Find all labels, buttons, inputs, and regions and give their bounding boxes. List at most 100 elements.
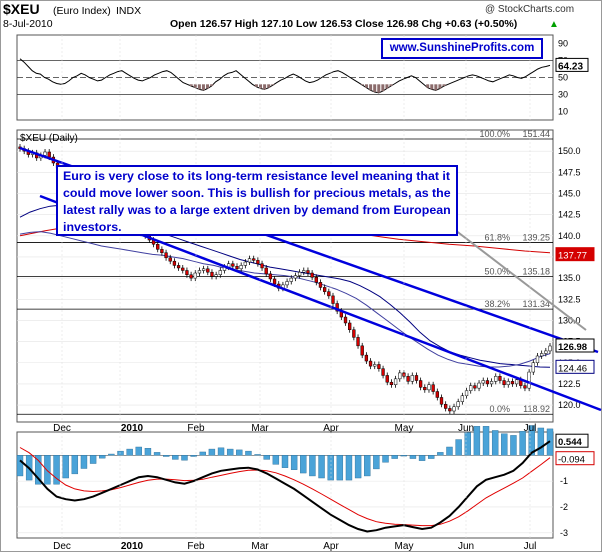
indicator-top-tick-label: 10 xyxy=(558,107,568,117)
candle-body xyxy=(331,295,335,304)
candle-body xyxy=(235,266,239,270)
candle-body xyxy=(540,353,544,357)
indicator-top-fill-bar xyxy=(197,84,201,90)
macd-hist-bar xyxy=(117,450,124,456)
macd-hist-bar xyxy=(16,455,24,477)
fib-percent-label: 50.0% xyxy=(484,267,510,277)
x-axis-labels: Dec Dec 2010 2010 Feb Feb Mar Mar Apr Apr May May Ju… xyxy=(53,423,536,552)
fib-percent-label: 0.0% xyxy=(489,404,510,414)
candle-body xyxy=(210,271,214,277)
macd-hist-bar xyxy=(446,446,453,456)
price-tick-label: 142.5 xyxy=(558,210,581,220)
macd-hist-bar xyxy=(537,427,545,456)
candle-body xyxy=(322,287,327,292)
macd-hist-bar xyxy=(473,426,481,456)
indicator-top-fill-bar xyxy=(438,84,442,89)
macd-hist-bar xyxy=(181,455,188,461)
macd-frame xyxy=(16,431,554,539)
candle-body xyxy=(156,244,160,250)
x-axis-label-upper: 2010 xyxy=(121,423,144,434)
macd-hist-bar xyxy=(409,455,417,459)
indicator-top-fill-bar xyxy=(206,84,210,89)
indicator-top-fill-bar xyxy=(360,84,364,86)
candle-body xyxy=(523,385,527,389)
candle-body xyxy=(256,260,260,264)
macd-value-box xyxy=(555,433,589,448)
indicator-top-fill-bar xyxy=(254,84,258,87)
macd-hist-bar xyxy=(519,431,526,456)
macd-hist-bar xyxy=(35,455,42,485)
candle-body xyxy=(181,267,185,271)
fib-value-label: 135.18 xyxy=(522,267,550,277)
last-close-value-box xyxy=(555,338,595,353)
x-axis-label-lower: Dec xyxy=(53,541,71,552)
chart-date: 8-Jul-2010 xyxy=(3,18,53,30)
fib-value-label: 139.25 xyxy=(522,233,550,243)
macd-gridlines xyxy=(17,454,553,534)
macd-hist-bar xyxy=(491,430,499,456)
website-label[interactable]: www.SunshineProfits.com xyxy=(381,38,543,59)
macd-hist-bar xyxy=(190,455,197,457)
candle-body xyxy=(473,385,477,389)
indicator-top-fill-bar xyxy=(369,84,373,91)
macd-hist-bar xyxy=(501,433,508,456)
candle-body xyxy=(456,401,460,408)
candle-body xyxy=(356,337,360,347)
candle-body xyxy=(289,277,293,282)
candle-body xyxy=(272,278,277,285)
ma-slow-value: 124.46 xyxy=(558,363,587,374)
indicator-top-fill-bar xyxy=(210,84,214,86)
price-tick-label: 150.0 xyxy=(558,146,581,156)
candle-body xyxy=(335,303,339,312)
fib-percent-label: 38.2% xyxy=(484,299,510,309)
price-value-labels: 137.77 126.98 124.46 xyxy=(555,247,595,374)
candle-body xyxy=(43,151,47,156)
price-tick-label: 122.5 xyxy=(558,379,581,389)
candle-body xyxy=(47,151,51,158)
indicator-top-fill-bar xyxy=(434,84,438,91)
macd-hist-bar xyxy=(309,455,316,477)
indicator-top-fill-bar xyxy=(389,84,393,86)
macd-hist-bar xyxy=(62,455,69,479)
indicator-top-fill-bar xyxy=(426,84,430,88)
macd-hist-bar xyxy=(89,455,97,464)
candle-body xyxy=(168,257,172,262)
macd-tick-label: -2 xyxy=(560,502,568,512)
macd-hist-bar xyxy=(263,455,270,460)
macd-hist-bar xyxy=(455,439,462,456)
candle-body xyxy=(310,272,314,278)
macd-line xyxy=(19,440,551,533)
macd-hist-bar xyxy=(163,455,170,457)
macd-panel: 0-1-2-3 0.544-0.094 xyxy=(16,425,595,539)
signal-value-box xyxy=(555,451,595,466)
macd-hist-bar xyxy=(254,454,261,456)
chart-name: (Euro Index) xyxy=(53,5,111,17)
price-tick-label: 135.0 xyxy=(558,273,581,283)
candle-body xyxy=(377,364,381,369)
candle-body xyxy=(252,258,256,261)
candle-body xyxy=(318,282,323,288)
candle-body xyxy=(506,381,510,386)
x-axis-label-lower: Mar xyxy=(251,541,269,552)
x-axis-label-lower: 2010 xyxy=(121,541,144,552)
candle-body xyxy=(164,252,168,259)
chart-exchange: INDX xyxy=(116,5,141,17)
x-axis-label-upper: May xyxy=(395,423,414,434)
indicator-top-fill-bar xyxy=(430,84,434,90)
candle-body xyxy=(160,249,164,253)
macd-hist-bar xyxy=(418,455,426,461)
candle-body xyxy=(502,380,506,386)
candle-body xyxy=(485,380,490,385)
ma-fast-line xyxy=(19,231,551,368)
candle-body xyxy=(231,263,235,267)
macd-hist-bar xyxy=(373,455,380,470)
candle-body xyxy=(469,385,473,391)
macd-hist-bar xyxy=(199,451,206,456)
indicator-top-fill-bar xyxy=(189,84,193,86)
macd-hist-bar xyxy=(400,455,407,457)
price-tick-label: 147.5 xyxy=(558,167,581,177)
candle-body xyxy=(193,272,197,279)
indicator-top-fill-bar xyxy=(442,84,446,86)
chart-symbol: $XEU xyxy=(3,1,40,17)
